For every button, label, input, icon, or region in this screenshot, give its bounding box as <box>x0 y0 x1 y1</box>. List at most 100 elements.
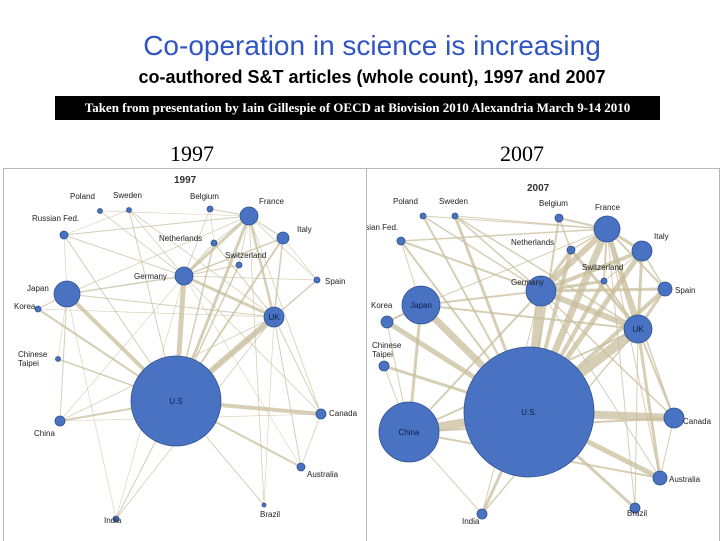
edge-germany-china <box>408 290 542 433</box>
edge-spain-france <box>248 215 318 281</box>
node-russia <box>59 230 69 240</box>
edge-japan-china <box>59 293 68 422</box>
node-uk <box>263 306 285 328</box>
node-label-brazil: Brazil <box>260 510 280 519</box>
node-poland <box>419 212 427 220</box>
node-russia <box>396 236 406 246</box>
edge-spain-germany <box>183 275 318 281</box>
node-label-belgium: Belgium <box>539 199 568 208</box>
edge-germany-poland <box>99 210 185 277</box>
edge-italy-spain <box>282 237 318 281</box>
edge-uk-italy <box>273 237 284 318</box>
edge-germany-italy <box>539 249 644 293</box>
edge-brazil-france <box>248 215 265 506</box>
edge-canada-australia <box>300 413 322 468</box>
panel-year-label: 1997 <box>174 175 197 186</box>
node-label-switzerland: Switzerland <box>225 251 266 260</box>
edge-uk-france <box>247 214 276 319</box>
edge-germany-russia <box>400 240 542 292</box>
edge-germany-russia <box>63 234 185 277</box>
node-label-australia: Australia <box>307 470 339 479</box>
node-korea <box>380 315 394 329</box>
edge-india-japan <box>66 293 117 520</box>
node-label-china: China <box>34 429 55 438</box>
node-label-korea: Korea <box>371 301 393 310</box>
node-label-spain: Spain <box>675 286 695 295</box>
node-us <box>130 355 222 447</box>
year-heading-1997: 1997 <box>170 141 214 166</box>
node-label-germany: Germany <box>134 272 167 281</box>
edge-uk-canada <box>273 316 322 415</box>
node-us <box>463 346 595 478</box>
node-sweden <box>451 212 459 220</box>
node-group: Poland Sweden Belgium France Russian Fed. Ita… <box>367 197 712 526</box>
node-taipei <box>378 360 390 372</box>
panel-year-label: 2007 <box>527 183 550 194</box>
edge-russia-sweden <box>63 209 130 236</box>
node-poland <box>97 208 103 214</box>
node-china <box>378 401 440 463</box>
node-label-italy: Italy <box>654 232 669 241</box>
node-japan <box>53 280 81 308</box>
node-label-poland: Poland <box>393 197 418 206</box>
node-label-uk: UK <box>632 325 644 334</box>
node-label-taipei: Chinese Taipei <box>18 350 48 368</box>
node-label-canada: Canada <box>683 417 712 426</box>
edge-germany-japan <box>66 275 185 295</box>
node-japan <box>401 285 441 325</box>
edge-china-germany <box>59 275 185 422</box>
network-panel-1997: 1997 Poland Sweden Belgium France Russian Fed… <box>3 168 367 541</box>
node-label-india: India <box>462 517 480 526</box>
node-label-belgium: Belgium <box>190 192 219 201</box>
node-brazil <box>261 502 267 508</box>
edge-germany-sweden <box>454 215 542 292</box>
edge-japan-france <box>66 215 250 295</box>
node-label-korea: Korea <box>14 302 36 311</box>
node-china <box>54 415 66 427</box>
node-label-germany: Germany <box>511 278 544 287</box>
node-india <box>112 515 120 523</box>
node-italy <box>276 231 290 245</box>
slide-subtitle: co-authored S&T articles (whole count), … <box>138 67 606 87</box>
edge-uk-sweden <box>454 215 639 330</box>
edge-uk-japan <box>420 304 639 330</box>
node-netherlands <box>210 239 218 247</box>
network-panel-2007: 2007 Poland Sweden Belgium France Russian Fed… <box>366 168 720 541</box>
slide-title: Co-operation in science is increasing <box>143 30 601 61</box>
node-germany <box>525 275 557 307</box>
node-uk <box>623 314 653 344</box>
edge-france-russia <box>400 228 608 242</box>
edge-belgium-germany <box>183 208 211 277</box>
edge-germany-spain <box>539 287 667 293</box>
node-label-france: France <box>259 197 284 206</box>
edge-australia-france <box>606 228 661 479</box>
node-label-switzerland: Switzerland <box>582 263 623 272</box>
node-label-netherlands: Netherlands <box>159 234 202 243</box>
node-netherlands <box>566 245 576 255</box>
node-india <box>476 508 488 520</box>
year-heading-2007: 2007 <box>500 141 544 166</box>
node-label-poland: Poland <box>70 192 95 201</box>
node-germany <box>174 266 194 286</box>
edge-netherlands-belgium <box>558 217 572 251</box>
edge-france-russia <box>63 215 250 236</box>
node-label-brazil: Brazil <box>627 509 647 518</box>
node-label-taipei: Chinese Taipei <box>372 341 402 359</box>
node-label-sweden: Sweden <box>439 197 468 206</box>
edge-uk-australia <box>636 327 662 480</box>
edge-canada-germany <box>540 290 675 419</box>
edge-uk-australia <box>273 316 302 468</box>
node-label-australia: Australia <box>669 475 701 484</box>
node-spain <box>313 276 321 284</box>
edge-sweden-germany <box>128 209 185 277</box>
edge-japan-uk <box>66 293 275 318</box>
node-label-us: U.S <box>169 397 182 406</box>
node-brazil <box>629 502 641 514</box>
node-belgium <box>554 213 564 223</box>
edge-canada-germany <box>183 275 322 415</box>
node-france <box>239 206 259 226</box>
edge-netherlands-belgium <box>209 208 215 244</box>
node-spain <box>657 281 673 297</box>
node-label-italy: Italy <box>297 225 312 234</box>
node-label-spain: Spain <box>325 277 345 286</box>
